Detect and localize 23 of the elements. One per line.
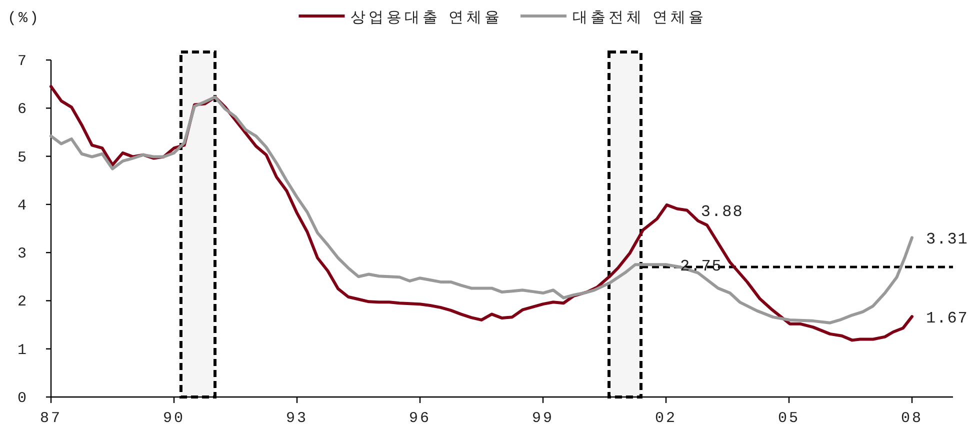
- x-tick-label: 87: [40, 410, 62, 427]
- x-tick-label: 90: [162, 410, 186, 427]
- y-tick-label: 2: [17, 294, 27, 311]
- y-tick-label: 7: [17, 53, 27, 70]
- legend-label: 대출전체 연체율: [572, 8, 706, 26]
- y-tick-label: 5: [17, 149, 27, 166]
- y-tick-label: 3: [17, 246, 27, 263]
- x-tick-label: 08: [900, 410, 924, 427]
- annotation: 3.88: [700, 203, 744, 222]
- annotation: 3.31: [926, 230, 968, 249]
- annotation: 2.75: [680, 258, 722, 276]
- y-tick-label: 1: [17, 342, 27, 359]
- y-axis-title: (%): [7, 10, 41, 27]
- annotation: 1.67: [926, 310, 968, 328]
- x-tick-label: 93: [286, 410, 308, 427]
- x-tick-label: 96: [408, 410, 432, 427]
- legend-label: 상업용대출 연체율: [350, 8, 502, 26]
- y-tick-label: 6: [17, 101, 27, 118]
- x-tick-label: 05: [778, 410, 800, 427]
- y-tick-label: 0: [17, 390, 27, 407]
- y-tick-label: 4: [17, 197, 27, 214]
- x-tick-label: 02: [654, 410, 678, 427]
- x-tick-label: 99: [532, 410, 554, 427]
